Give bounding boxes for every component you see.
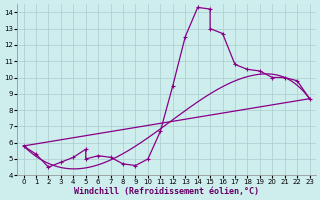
X-axis label: Windchill (Refroidissement éolien,°C): Windchill (Refroidissement éolien,°C) (74, 187, 259, 196)
